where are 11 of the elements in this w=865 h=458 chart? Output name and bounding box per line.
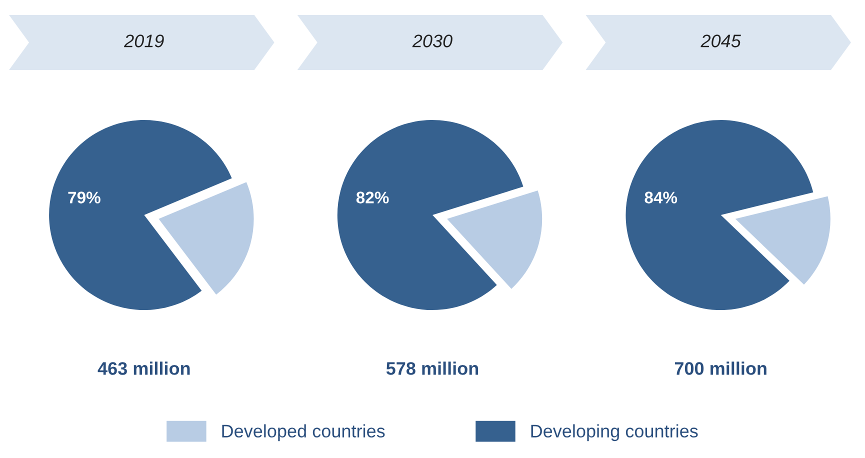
text: 578 million	[386, 362, 478, 375]
legend-label: Developing countries	[531, 424, 698, 442]
chart-title: 2030	[412, 34, 452, 48]
data-label: 84%	[644, 192, 678, 204]
legend-label: Developed countries	[222, 424, 385, 442]
text: 463 million	[98, 362, 190, 375]
data-label: 79%	[68, 192, 100, 204]
text: 700 million	[674, 362, 766, 375]
chart-title: 2019	[124, 34, 164, 48]
chart-title: 2045	[700, 34, 741, 48]
data-label: 82%	[356, 192, 389, 204]
